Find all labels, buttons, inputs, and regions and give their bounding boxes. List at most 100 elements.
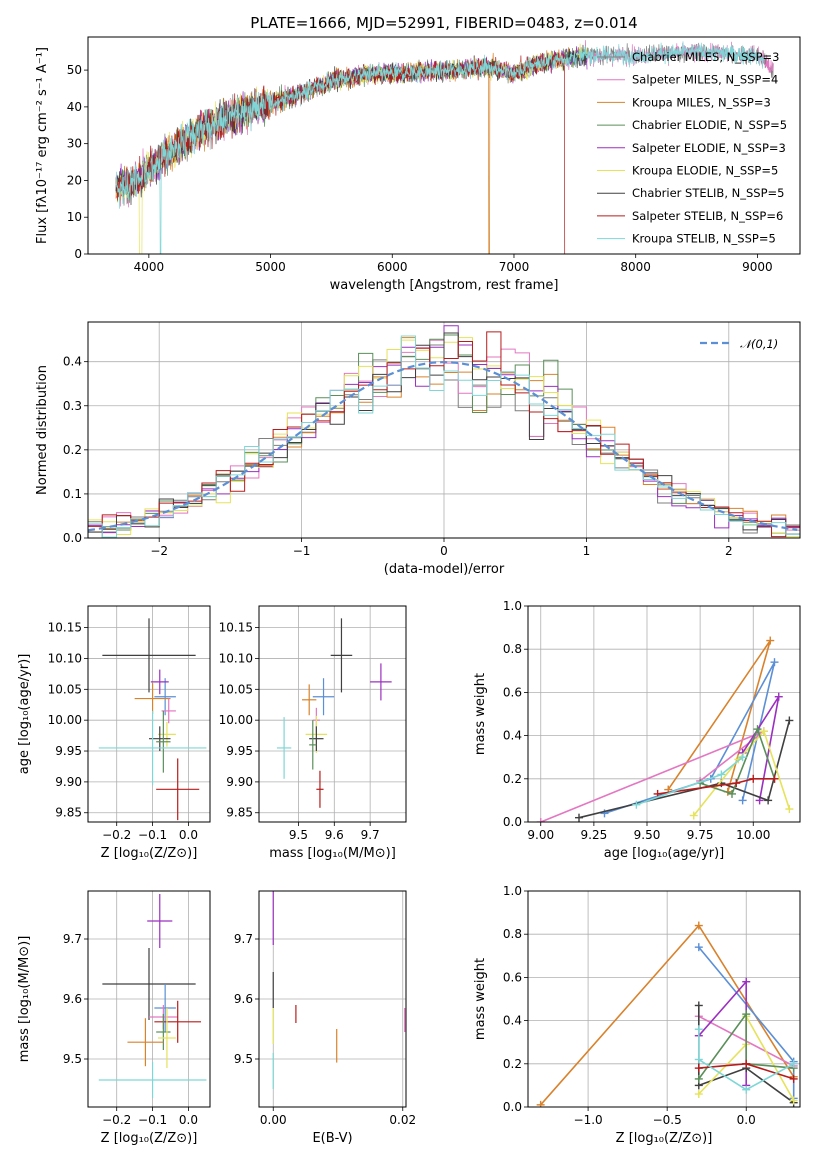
weight-marker (764, 796, 773, 805)
y-tick-label: 9.85 (226, 806, 253, 820)
axes-frame (527, 890, 801, 1108)
legend-label: Salpeter STELIB, N_SSP=6 (632, 209, 783, 223)
y-tick-label: 9.5 (63, 1052, 82, 1066)
axes-weight_vs_Z: −1.0 −0.5 0.0 0.0 0.2 0.4 0.6 0.8 1.0 Z [log₁₀(Z/… (473, 884, 801, 1146)
weight-marker (789, 1096, 798, 1105)
y-tick-label: 9.90 (226, 775, 253, 789)
y-tick-label: 0.3 (63, 399, 82, 413)
y-tick-label: 10.00 (219, 713, 253, 727)
plot-area (98, 894, 207, 1098)
x-tick-label: 8000 (620, 260, 651, 274)
y-tick-label: 10 (67, 210, 82, 224)
weight-line-8 (657, 778, 775, 795)
x-axis-label: Z [log₁₀(Z/Z⊙)] (101, 846, 198, 861)
legend-label: Kroupa MILES, N_SSP=3 (632, 95, 771, 109)
weight-marker (749, 774, 758, 783)
y-tick-label: 30 (67, 137, 82, 151)
x-tick-label: −2 (150, 544, 168, 558)
y-tick-label: 50 (67, 63, 82, 77)
weight-marker (766, 636, 775, 645)
x-tick-label: −0.2 (102, 828, 131, 842)
weight-line-7 (699, 726, 776, 795)
weight-marker (694, 1090, 703, 1099)
y-tick-label: 9.85 (55, 806, 82, 820)
axes-spectrum: 4000 5000 6000 7000 8000 9000 0 10 20 30 40 50 wavel… (35, 14, 801, 293)
weight-marker (742, 1085, 751, 1094)
y-tick-label: 0.4 (63, 355, 82, 369)
legend-label: Chabrier MILES, N_SSP=3 (632, 50, 779, 64)
y-tick-label: 9.90 (55, 775, 82, 789)
x-tick-label: 9.50 (634, 828, 661, 842)
spectrum-line-9 (115, 41, 765, 254)
weight-marker (536, 1100, 545, 1107)
weight-line-9 (698, 1029, 795, 1091)
x-tick-label: 9.7 (361, 828, 380, 842)
weight-line-7 (698, 1011, 794, 1080)
normal-curve (88, 360, 798, 532)
y-tick-label: 1.0 (503, 884, 522, 898)
x-tick-label: 9.00 (527, 828, 554, 842)
y-tick-label: 0.4 (503, 1014, 522, 1028)
weight-marker (770, 658, 779, 667)
weight-marker (789, 1074, 798, 1083)
axes-frame (87, 890, 211, 1108)
x-tick-label: 6000 (377, 260, 408, 274)
plot-area (88, 325, 800, 538)
plot-area (536, 921, 798, 1107)
y-tick-label: 1.0 (503, 599, 522, 613)
axes-frame (87, 36, 801, 255)
y-tick-label: 10.15 (219, 621, 253, 635)
legend-label: Salpeter MILES, N_SSP=4 (632, 73, 778, 87)
axes-frame (527, 605, 801, 823)
weight-marker (774, 692, 783, 701)
y-tick-label: 0.2 (63, 443, 82, 457)
x-tick-label: 0.0 (179, 1113, 198, 1127)
histogram-9 (88, 335, 800, 538)
weight-marker (694, 1055, 703, 1064)
x-tick-label: 10.00 (736, 828, 770, 842)
weight-marker (728, 789, 736, 798)
weight-marker (785, 716, 794, 725)
x-tick-label: 0.02 (389, 1113, 416, 1127)
weight-marker (732, 779, 741, 788)
weight-marker (742, 977, 751, 986)
axes-frame (258, 605, 407, 823)
y-tick-label: 10.10 (48, 651, 82, 665)
y-tick-label: 9.95 (226, 744, 253, 758)
y-axis-label: mass [log₁₀(M/M⊙)] (17, 936, 32, 1063)
x-axis-label: age [log₁₀(age/yr)] (604, 846, 725, 861)
weight-marker (694, 1001, 703, 1010)
x-tick-label: 1 (583, 544, 591, 558)
y-tick-label: 0.6 (503, 970, 522, 984)
x-tick-label: 9000 (742, 260, 773, 274)
weight-marker (694, 943, 703, 952)
axes-frame (87, 321, 801, 539)
x-tick-label: 0.0 (737, 1113, 756, 1127)
spectrum-line-8 (115, 51, 567, 254)
weight-marker (738, 753, 747, 762)
weight-marker (770, 774, 779, 783)
axes-age_vs_mass: 9.5 9.6 9.7 9.85 9.90 9.95 10.00 10.05 10.10 10.1… (219, 605, 407, 861)
x-tick-label: −0.5 (653, 1113, 682, 1127)
legend-label: 𝒩(0,1) (740, 337, 778, 351)
x-tick-label: −1 (293, 544, 311, 558)
x-axis-label: E(B-V) (312, 1131, 352, 1146)
y-tick-label: 10.05 (48, 682, 82, 696)
axes-mass_vs_Z: −0.2 −0.1 0.0 9.5 9.6 9.7 Z [log₁₀(Z/Z⊙)] mass … (17, 890, 211, 1146)
plot-area (276, 618, 392, 808)
axes-age_vs_Z: −0.2 −0.1 0.0 9.85 9.90 9.95 10.00 10.05 10.10 10… (17, 605, 211, 861)
y-tick-label: 10.00 (48, 713, 82, 727)
y-tick-label: 10.10 (219, 651, 253, 665)
x-tick-label: 7000 (499, 260, 530, 274)
y-axis-label: mass weight (473, 958, 488, 1040)
x-tick-label: 9.5 (289, 828, 308, 842)
x-tick-label: 9.6 (325, 828, 344, 842)
weight-marker (742, 1059, 751, 1068)
legend-label: Kroupa ELODIE, N_SSP=5 (632, 164, 778, 178)
x-tick-label: 0.0 (179, 828, 198, 842)
legend-label: Chabrier STELIB, N_SSP=5 (632, 186, 784, 200)
weight-marker (785, 805, 794, 814)
y-tick-label: 0.4 (503, 729, 522, 743)
y-axis-label: Flux [fλ10⁻¹⁷ erg cm⁻² s⁻¹ A⁻¹] (35, 47, 50, 244)
weight-marker (759, 727, 768, 736)
